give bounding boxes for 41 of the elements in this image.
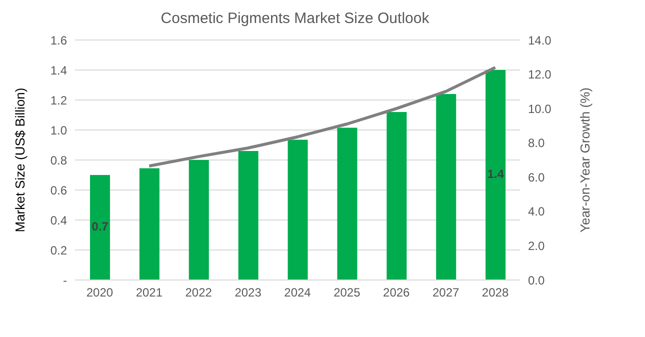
y2-tick-label: 2.0 [528,238,546,253]
chart-title: Cosmetic Pigments Market Size Outlook [160,10,430,27]
y-tick-label: 1.0 [50,123,68,138]
y-tick-label: 1.2 [50,93,68,108]
x-tick-label: 2021 [136,286,163,300]
y2-tick-label: 8.0 [528,136,546,150]
y2-tick-label: 4.0 [528,204,546,219]
x-tick-label: 2028 [482,286,509,300]
x-tick-label: 2025 [334,286,361,300]
bar [436,94,456,280]
line-series [148,66,497,168]
bar [288,140,308,280]
x-tick-label: 2022 [185,286,212,300]
y-tick-label: - [63,273,67,288]
y-tick-label: 0.2 [50,243,68,258]
y2-tick-label: 12.0 [528,68,552,82]
y-axis-title: Market Size (US$ Billion) [12,88,28,232]
data-label: 0.7 [92,220,109,234]
y-tick-label: 1.4 [50,63,68,78]
y-tick-label: 0.8 [50,153,68,168]
bar [337,128,358,280]
x-tick-label: 2023 [234,286,262,300]
bar [188,160,209,280]
y2-tick-label: 0.0 [528,273,546,288]
y2-tick-label: 6.0 [528,170,546,184]
bar [139,168,160,280]
bar [90,175,110,280]
data-label: 1.4 [487,167,504,182]
y-tick-label: 1.6 [50,33,68,48]
bar [386,112,407,280]
x-tick-label: 2026 [383,286,410,300]
y2-axis-title: Year-on-Year Growth (%) [578,88,593,232]
x-tick-label: 2020 [86,286,114,300]
bar [238,151,258,280]
y2-tick-label: 14.0 [528,33,552,48]
bar [486,70,506,280]
x-tick-label: 2027 [432,286,460,300]
y2-tick-label: 10.0 [528,102,552,116]
x-tick-label: 2024 [284,286,312,300]
y-tick-label: 0.6 [50,183,68,198]
y-tick-label: 0.4 [50,213,68,228]
